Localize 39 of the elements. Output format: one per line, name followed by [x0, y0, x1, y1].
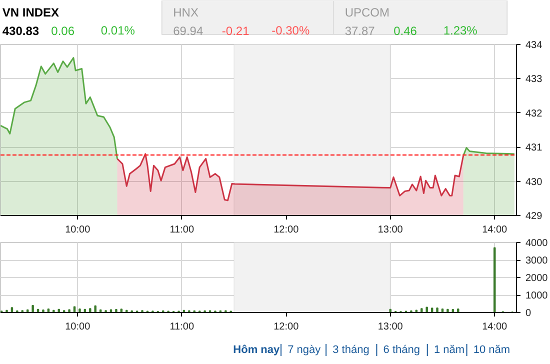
y-tick-label: 4000: [526, 238, 548, 249]
x-tick-label: 13:00: [378, 224, 404, 236]
text: 1.23%: [443, 24, 478, 38]
y-tick-label: 1000: [526, 290, 548, 302]
x-tick-label: 14:00: [482, 224, 508, 236]
y-tick-label: 432: [526, 108, 543, 120]
text: 0.01%: [100, 24, 136, 38]
text: -0.30%: [272, 24, 310, 38]
text: Hôm nay: [233, 344, 281, 356]
y-tick-label: 431: [526, 142, 543, 154]
y-tick-label: 0: [526, 308, 532, 319]
text: 1 năm: [434, 344, 465, 356]
text: 37.87: [344, 24, 376, 38]
x-tick-label: 14:00: [482, 322, 508, 332]
text: 430.83: [2, 24, 40, 38]
x-tick-label: 11:00: [170, 322, 194, 332]
text: HNX: [173, 6, 198, 20]
text: 6 tháng: [383, 344, 420, 356]
x-tick-label: 11:00: [170, 224, 194, 236]
text: -0.21: [222, 24, 250, 38]
x-tick-label: 10:00: [65, 322, 91, 332]
text: 0.46: [394, 24, 418, 38]
text: 10 năm: [473, 344, 510, 356]
y-tick-label: 434: [526, 40, 543, 51]
text: 7 ngày: [288, 344, 322, 356]
y-tick-label: 2000: [526, 273, 548, 284]
x-tick-label: 13:00: [378, 322, 404, 332]
y-tick-label: 430: [526, 176, 543, 188]
x-tick-label: 12:00: [274, 322, 300, 332]
x-tick-label: 12:00: [274, 224, 300, 236]
y-tick-label: 3000: [526, 256, 548, 266]
text: VN INDEX: [2, 6, 60, 20]
y-tick-label: 429: [526, 211, 543, 222]
text: 69.94: [173, 24, 204, 38]
x-tick-label: 10:00: [65, 224, 91, 236]
y-tick-label: 433: [526, 74, 543, 86]
text: 3 tháng: [332, 344, 370, 356]
text: UPCOM: [344, 6, 390, 20]
text: 0.06: [51, 24, 75, 38]
